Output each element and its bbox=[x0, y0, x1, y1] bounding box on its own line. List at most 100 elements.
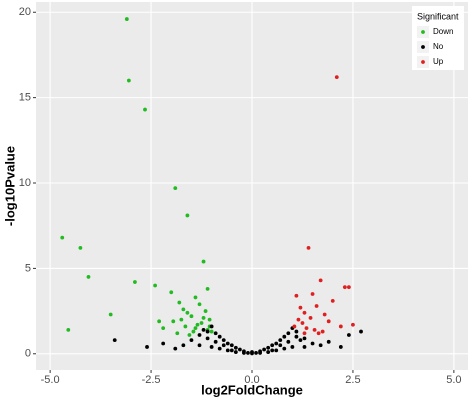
point bbox=[153, 283, 158, 288]
point bbox=[133, 280, 137, 284]
point bbox=[161, 341, 166, 346]
point bbox=[171, 319, 176, 324]
point bbox=[60, 235, 65, 240]
point bbox=[189, 338, 194, 343]
legend-marker bbox=[421, 60, 425, 64]
point bbox=[169, 290, 174, 295]
legend-label: No bbox=[433, 42, 444, 51]
point bbox=[246, 351, 250, 355]
point bbox=[266, 345, 271, 350]
point bbox=[294, 293, 299, 298]
point bbox=[201, 259, 206, 264]
point bbox=[213, 339, 218, 344]
point bbox=[179, 317, 184, 322]
x-tick-label: -2.5 bbox=[142, 374, 161, 386]
point bbox=[197, 343, 202, 348]
point bbox=[286, 331, 291, 336]
point bbox=[225, 348, 230, 353]
point bbox=[278, 343, 283, 348]
point bbox=[199, 321, 204, 325]
point bbox=[126, 78, 131, 83]
point bbox=[306, 246, 311, 250]
point bbox=[278, 338, 283, 343]
point bbox=[290, 345, 295, 349]
point bbox=[217, 346, 222, 351]
point bbox=[233, 345, 238, 350]
point bbox=[282, 334, 287, 339]
point bbox=[197, 333, 202, 337]
point bbox=[229, 343, 234, 348]
point bbox=[181, 343, 186, 348]
point bbox=[205, 336, 210, 341]
point bbox=[310, 341, 315, 346]
point bbox=[314, 304, 319, 308]
point bbox=[270, 343, 275, 348]
x-tick-label: 5.0 bbox=[446, 374, 461, 386]
point bbox=[233, 350, 238, 354]
point bbox=[242, 351, 246, 355]
point bbox=[262, 347, 267, 352]
point bbox=[221, 338, 226, 343]
point bbox=[191, 329, 196, 334]
point bbox=[221, 343, 226, 348]
point bbox=[302, 331, 307, 336]
point bbox=[217, 334, 222, 339]
point bbox=[330, 298, 335, 303]
y-tick-label: 15 bbox=[19, 92, 31, 104]
point bbox=[209, 345, 214, 349]
point bbox=[302, 310, 307, 315]
point bbox=[183, 324, 188, 329]
point bbox=[346, 285, 351, 290]
point bbox=[229, 348, 234, 353]
point bbox=[185, 310, 190, 315]
y-tick-label: 20 bbox=[19, 6, 31, 18]
legend-marker bbox=[421, 45, 425, 49]
point bbox=[300, 321, 305, 325]
point bbox=[322, 312, 327, 317]
point bbox=[326, 319, 331, 324]
point bbox=[209, 329, 214, 334]
point bbox=[254, 351, 258, 355]
point bbox=[250, 350, 254, 354]
point bbox=[175, 331, 180, 336]
point bbox=[334, 75, 339, 80]
point bbox=[207, 317, 212, 322]
point bbox=[298, 338, 303, 343]
point bbox=[201, 316, 206, 320]
point bbox=[282, 346, 287, 351]
point bbox=[318, 343, 323, 348]
point bbox=[274, 348, 279, 353]
point bbox=[157, 319, 162, 324]
point bbox=[86, 275, 91, 279]
point bbox=[181, 307, 186, 312]
point bbox=[213, 331, 218, 336]
y-tick-label: 5 bbox=[25, 262, 31, 274]
point bbox=[326, 339, 331, 344]
point bbox=[177, 300, 182, 305]
point bbox=[66, 327, 71, 332]
point bbox=[185, 213, 190, 218]
point bbox=[312, 327, 317, 332]
point bbox=[161, 326, 166, 331]
point bbox=[338, 345, 343, 349]
x-tick-label: 0.0 bbox=[244, 374, 259, 386]
legend-label: Down bbox=[433, 27, 453, 36]
point bbox=[187, 333, 192, 337]
point bbox=[145, 345, 149, 349]
point bbox=[302, 345, 307, 349]
point bbox=[316, 331, 321, 336]
point bbox=[318, 278, 323, 283]
point bbox=[292, 324, 297, 329]
point bbox=[193, 295, 198, 300]
x-axis-title: log2FoldChange bbox=[201, 382, 303, 397]
point bbox=[296, 317, 301, 322]
point bbox=[346, 333, 351, 337]
point bbox=[197, 302, 202, 307]
point bbox=[359, 329, 363, 334]
x-tick-label: 2.5 bbox=[345, 374, 360, 386]
point bbox=[302, 336, 307, 341]
point bbox=[286, 339, 291, 344]
point bbox=[308, 316, 313, 320]
legend-label: Up bbox=[433, 57, 444, 66]
